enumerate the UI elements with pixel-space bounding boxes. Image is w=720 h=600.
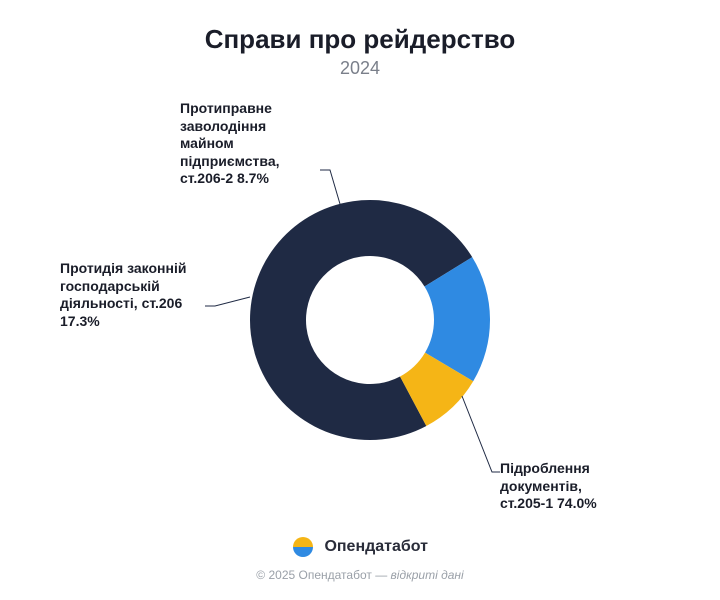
leader-seizure (320, 170, 340, 204)
slice-label-seizure: Протиправне заволодіння майном підприємс… (180, 100, 280, 188)
logo-icon (292, 536, 314, 558)
copyright-suffix: відкриті дані (391, 568, 464, 582)
chart-title: Справи про рейдерство (0, 24, 720, 55)
leader-forgery (462, 396, 500, 472)
leader-obstruction (205, 297, 250, 306)
copyright: © 2025 Опендатабот — відкриті дані (0, 568, 720, 582)
chart-subtitle: 2024 (0, 58, 720, 79)
footer-logo: Опендатабот (0, 536, 720, 558)
chart-container: Справи про рейдерство 2024 Підроблення д… (0, 0, 720, 600)
copyright-prefix: © 2025 Опендатабот — (256, 568, 390, 582)
logo-text: Опендатабот (324, 538, 428, 556)
slice-label-forgery: Підроблення документів, ст.205-1 74.0% (500, 460, 597, 513)
slice-label-obstruction: Протидія законній господарській діяльнос… (60, 260, 186, 330)
donut-chart: Підроблення документів, ст.205-1 74.0% П… (0, 80, 720, 520)
